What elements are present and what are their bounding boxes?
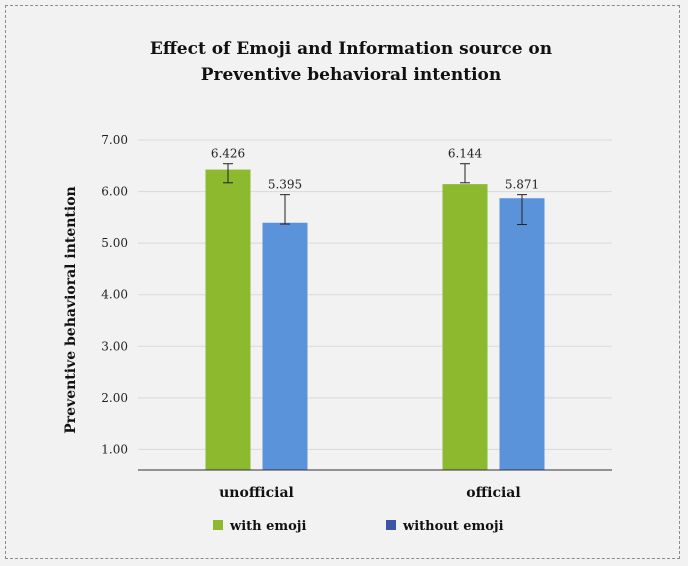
data-labels: 6.426 5.395 6.144 5.871 <box>211 147 539 192</box>
chart-title-line-2: Preventive behavioral intention <box>201 65 502 85</box>
bars <box>205 169 545 471</box>
data-label: 6.426 <box>211 147 245 161</box>
error-bar <box>517 194 527 226</box>
y-tick-labels: 1.00 2.00 3.00 4.00 5.00 6.00 7.00 <box>101 133 128 456</box>
bar-unofficial-without-emoji <box>262 222 308 470</box>
legend-item: with emoji <box>213 519 307 534</box>
data-label: 5.871 <box>505 178 539 192</box>
error-bar <box>280 194 290 225</box>
y-tick-label: 1.00 <box>101 442 128 456</box>
error-bars <box>223 163 527 226</box>
y-tick-label: 4.00 <box>101 288 128 302</box>
bar-unofficial-with-emoji <box>205 169 251 471</box>
legend-label: without emoji <box>402 519 504 534</box>
category-label: unofficial <box>219 485 294 501</box>
legend-item: without emoji <box>386 519 504 534</box>
bar-official-without-emoji <box>499 198 545 471</box>
category-label: official <box>466 485 520 501</box>
data-label: 6.144 <box>448 147 483 161</box>
legend-swatch <box>386 520 396 530</box>
legend: with emoji without emoji <box>213 519 504 534</box>
y-tick-label: 5.00 <box>101 236 128 250</box>
chart-frame <box>5 5 680 559</box>
category-labels: unofficial official <box>219 485 521 501</box>
y-tick-label: 3.00 <box>101 339 128 353</box>
y-axis-label: Preventive behavioral intention <box>63 186 79 433</box>
y-tick-label: 7.00 <box>101 133 128 147</box>
data-label: 5.395 <box>268 178 302 192</box>
chart-title-line-1: Effect of Emoji and Information source o… <box>150 39 552 59</box>
error-bar <box>460 163 470 184</box>
bar-official-with-emoji <box>442 184 488 470</box>
y-tick-label: 2.00 <box>101 391 128 405</box>
legend-label: with emoji <box>229 519 307 534</box>
y-tick-label: 6.00 <box>101 185 128 199</box>
error-bar <box>223 163 233 184</box>
legend-swatch <box>213 520 223 530</box>
